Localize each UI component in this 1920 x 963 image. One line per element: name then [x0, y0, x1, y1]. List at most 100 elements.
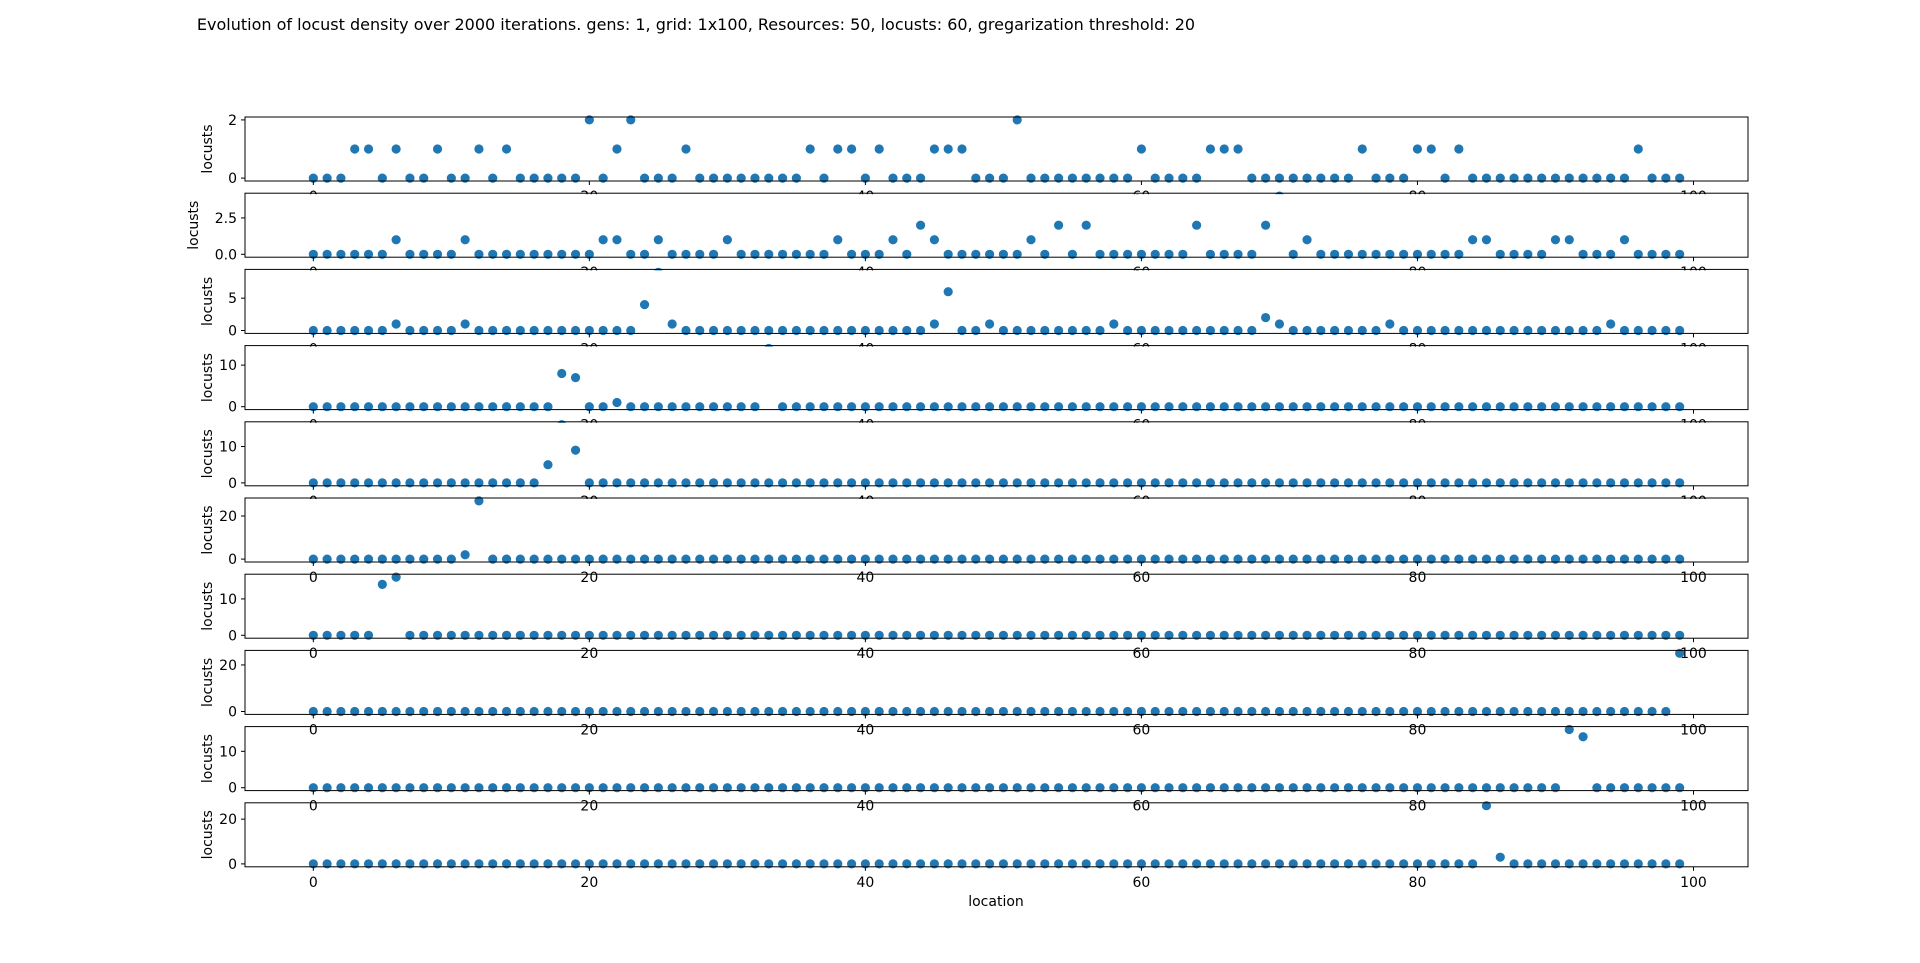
data-point	[1647, 783, 1657, 793]
data-point	[1247, 325, 1257, 336]
data-point	[681, 630, 691, 640]
data-point	[1012, 249, 1022, 259]
data-point	[1661, 706, 1671, 717]
data-point	[984, 554, 995, 564]
data-point	[1026, 325, 1036, 336]
data-point	[1647, 478, 1657, 488]
data-point	[639, 402, 650, 412]
data-point	[1040, 402, 1050, 412]
data-point	[1040, 478, 1050, 488]
data-point	[1412, 783, 1423, 793]
data-point	[777, 249, 788, 259]
data-point	[598, 235, 608, 245]
data-point	[1537, 173, 1547, 183]
data-point	[708, 859, 719, 869]
data-point	[557, 554, 567, 564]
data-point	[1468, 630, 1478, 640]
data-point	[1095, 478, 1105, 488]
data-point	[1412, 249, 1423, 259]
data-point	[874, 478, 884, 488]
data-point	[915, 478, 926, 488]
data-point	[405, 173, 415, 183]
data-point	[584, 478, 594, 488]
data-point	[1495, 325, 1505, 336]
data-point	[902, 783, 912, 793]
data-point	[1054, 173, 1064, 183]
data-point	[1109, 630, 1119, 640]
data-point	[1067, 402, 1078, 412]
data-point	[736, 478, 746, 488]
data-point	[1288, 783, 1298, 793]
data-point	[1537, 402, 1547, 412]
data-point	[1123, 554, 1133, 564]
data-point	[377, 173, 387, 183]
axes-background-top	[246, 422, 1747, 435]
data-point	[1288, 630, 1298, 640]
data-point	[846, 325, 857, 336]
data-point	[515, 402, 525, 412]
data-point	[943, 859, 953, 869]
data-point	[460, 235, 470, 245]
data-point	[350, 554, 360, 564]
data-point	[805, 783, 815, 793]
data-point	[888, 859, 898, 869]
x-tick-label: 60	[1133, 570, 1151, 586]
data-point	[446, 630, 456, 640]
data-point	[915, 783, 926, 793]
axes-background-top	[246, 651, 1747, 664]
data-point	[570, 630, 581, 640]
data-point	[529, 859, 539, 869]
data-point	[557, 173, 567, 183]
data-point	[998, 173, 1009, 183]
data-point	[1123, 478, 1133, 488]
data-point	[1385, 554, 1395, 564]
data-point	[1495, 706, 1505, 717]
data-point	[1647, 325, 1657, 336]
data-point	[805, 554, 815, 564]
data-point	[1578, 859, 1588, 869]
data-point	[1192, 220, 1202, 230]
data-point	[1675, 648, 1685, 658]
data-point	[1440, 554, 1450, 564]
data-point	[1123, 325, 1133, 336]
data-point	[1357, 402, 1367, 412]
axes-background-top	[246, 803, 1747, 816]
data-point	[1647, 859, 1657, 869]
x-tick-label: 60	[1133, 646, 1151, 662]
y-axis-label: locusts	[200, 277, 216, 326]
data-point	[833, 325, 843, 336]
data-point	[998, 478, 1009, 488]
data-point	[1343, 706, 1354, 717]
data-point	[860, 554, 870, 564]
data-point	[419, 249, 429, 259]
data-point	[1537, 554, 1547, 564]
data-point	[460, 319, 470, 329]
data-point	[695, 478, 705, 488]
data-point	[1012, 325, 1022, 336]
data-point	[846, 554, 857, 564]
y-axis-label: locusts	[200, 810, 216, 859]
data-point	[322, 325, 332, 336]
data-point	[929, 235, 939, 245]
data-point	[377, 554, 387, 564]
data-point	[750, 554, 760, 564]
data-point	[695, 325, 705, 336]
data-point	[1619, 706, 1630, 717]
data-point	[929, 319, 939, 329]
data-point	[529, 402, 539, 412]
data-point	[1619, 402, 1630, 412]
data-point	[1205, 325, 1216, 336]
y-tick-label: 0	[228, 476, 237, 492]
data-point	[902, 630, 912, 640]
data-point	[460, 402, 470, 412]
data-point	[874, 144, 884, 154]
data-point	[1302, 402, 1312, 412]
data-point	[598, 859, 608, 869]
data-point	[1633, 402, 1643, 412]
data-point	[888, 478, 898, 488]
data-point	[419, 783, 429, 793]
data-point	[515, 173, 525, 183]
data-point	[1109, 478, 1119, 488]
data-point	[432, 859, 443, 869]
data-point	[1192, 173, 1202, 183]
